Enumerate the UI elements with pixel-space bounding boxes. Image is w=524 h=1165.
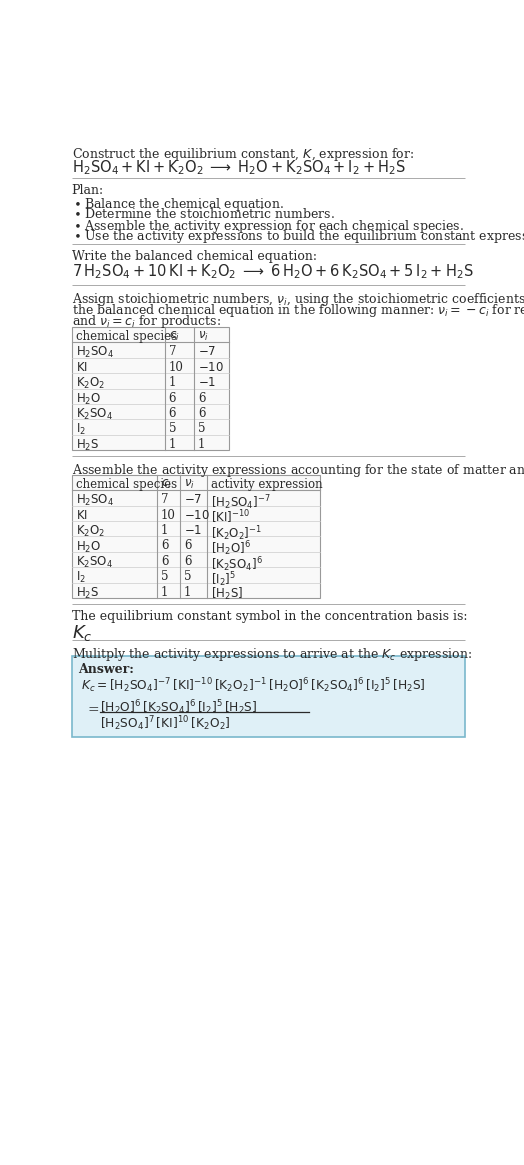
Text: $-1$: $-1$ xyxy=(184,524,202,537)
Text: 5: 5 xyxy=(198,423,205,436)
Text: 6: 6 xyxy=(161,555,168,567)
Text: $\nu_i$: $\nu_i$ xyxy=(198,330,209,343)
Text: $-10$: $-10$ xyxy=(198,361,224,374)
Text: 1: 1 xyxy=(161,524,168,537)
Text: $\mathrm{H_2SO_4}$: $\mathrm{H_2SO_4}$ xyxy=(75,493,114,508)
Text: $\bullet\;$Use the activity expressions to build the equilibrium constant expres: $\bullet\;$Use the activity expressions … xyxy=(73,228,524,246)
Text: $K_c$: $K_c$ xyxy=(72,622,92,643)
Text: 6: 6 xyxy=(184,539,192,552)
Text: $7\,\mathrm{H_2SO_4} + 10\,\mathrm{KI} + \mathrm{K_2O_2}$$\;\longrightarrow\;6\,: $7\,\mathrm{H_2SO_4} + 10\,\mathrm{KI} +… xyxy=(72,262,473,281)
Text: $\mathrm{H_2S}$: $\mathrm{H_2S}$ xyxy=(75,438,99,453)
Text: $K_c = [\mathrm{H_2SO_4}]^{-7}\,[\mathrm{KI}]^{-10}\,[\mathrm{K_2O_2}]^{-1}\,[\m: $K_c = [\mathrm{H_2SO_4}]^{-7}\,[\mathrm… xyxy=(81,677,426,696)
Text: $\mathrm{K_2O_2}$: $\mathrm{K_2O_2}$ xyxy=(75,524,105,539)
Text: $\mathrm{K_2O_2}$: $\mathrm{K_2O_2}$ xyxy=(75,376,105,391)
Text: 10: 10 xyxy=(169,361,183,374)
Text: $-10$: $-10$ xyxy=(184,509,210,522)
Text: $[\mathrm{I_2}]^5$: $[\mathrm{I_2}]^5$ xyxy=(211,570,236,589)
Text: 6: 6 xyxy=(161,539,168,552)
Text: $[\mathrm{K_2SO_4}]^6$: $[\mathrm{K_2SO_4}]^6$ xyxy=(211,555,263,573)
Text: 6: 6 xyxy=(198,391,205,404)
Text: 6: 6 xyxy=(198,407,205,421)
Text: $\bullet\;$Determine the stoichiometric numbers.: $\bullet\;$Determine the stoichiometric … xyxy=(73,207,335,221)
Text: $\mathrm{I_2}$: $\mathrm{I_2}$ xyxy=(75,570,85,585)
Text: $\mathrm{H_2S}$: $\mathrm{H_2S}$ xyxy=(75,586,99,601)
Text: $\mathrm{H_2SO_4}$: $\mathrm{H_2SO_4}$ xyxy=(75,345,114,360)
Text: $-7$: $-7$ xyxy=(184,493,202,507)
Text: and $\nu_i = c_i$ for products:: and $\nu_i = c_i$ for products: xyxy=(72,313,221,330)
Text: Write the balanced chemical equation:: Write the balanced chemical equation: xyxy=(72,250,316,263)
Text: $[\mathrm{H_2O}]^6\,[\mathrm{K_2SO_4}]^6\,[\mathrm{I_2}]^5\,[\mathrm{H_2S}]$: $[\mathrm{H_2O}]^6\,[\mathrm{K_2SO_4}]^6… xyxy=(100,698,257,716)
Text: Plan:: Plan: xyxy=(72,184,104,197)
Bar xyxy=(72,327,229,450)
Text: 7: 7 xyxy=(169,345,176,359)
Text: $[\mathrm{H_2SO_4}]^{-7}$: $[\mathrm{H_2SO_4}]^{-7}$ xyxy=(211,493,271,511)
Text: 5: 5 xyxy=(161,570,168,584)
Text: $[\mathrm{H_2S}]$: $[\mathrm{H_2S}]$ xyxy=(211,586,243,602)
Text: $\mathrm{KI}$: $\mathrm{KI}$ xyxy=(75,509,88,522)
Text: activity expression: activity expression xyxy=(211,478,323,490)
Text: $\mathrm{KI}$: $\mathrm{KI}$ xyxy=(75,361,88,374)
Text: $\bullet\;$Balance the chemical equation.: $\bullet\;$Balance the chemical equation… xyxy=(73,196,285,213)
Text: 1: 1 xyxy=(169,376,176,389)
Text: $\nu_i$: $\nu_i$ xyxy=(184,478,195,490)
Text: 7: 7 xyxy=(161,493,168,507)
Text: $-1$: $-1$ xyxy=(198,376,216,389)
Text: $[\mathrm{H_2SO_4}]^7\,[\mathrm{KI}]^{10}\,[\mathrm{K_2O_2}]$: $[\mathrm{H_2SO_4}]^7\,[\mathrm{KI}]^{10… xyxy=(100,714,230,733)
Text: $[\mathrm{K_2O_2}]^{-1}$: $[\mathrm{K_2O_2}]^{-1}$ xyxy=(211,524,262,543)
Text: $\mathrm{K_2SO_4}$: $\mathrm{K_2SO_4}$ xyxy=(75,407,113,422)
Text: $[\mathrm{KI}]^{-10}$: $[\mathrm{KI}]^{-10}$ xyxy=(211,509,250,527)
Text: 6: 6 xyxy=(184,555,192,567)
Text: Assign stoichiometric numbers, $\nu_i$, using the stoichiometric coefficients, $: Assign stoichiometric numbers, $\nu_i$, … xyxy=(72,291,524,309)
Bar xyxy=(72,475,320,598)
Text: $\mathrm{H_2O}$: $\mathrm{H_2O}$ xyxy=(75,539,101,555)
Text: The equilibrium constant symbol in the concentration basis is:: The equilibrium constant symbol in the c… xyxy=(72,610,467,623)
Text: 5: 5 xyxy=(169,423,176,436)
Text: 6: 6 xyxy=(169,407,176,421)
Text: 5: 5 xyxy=(184,570,192,584)
Text: the balanced chemical equation in the following manner: $\nu_i = -c_i$ for react: the balanced chemical equation in the fo… xyxy=(72,302,524,319)
Text: chemical species: chemical species xyxy=(75,330,177,343)
Text: 6: 6 xyxy=(169,391,176,404)
Text: Answer:: Answer: xyxy=(78,663,134,676)
Text: $\bullet\;$Assemble the activity expression for each chemical species.: $\bullet\;$Assemble the activity express… xyxy=(73,218,464,234)
Text: $c_i$: $c_i$ xyxy=(169,330,179,343)
Text: 1: 1 xyxy=(198,438,205,451)
Text: $[\mathrm{H_2O}]^6$: $[\mathrm{H_2O}]^6$ xyxy=(211,539,251,558)
Text: 1: 1 xyxy=(169,438,176,451)
Text: $\mathrm{K_2SO_4}$: $\mathrm{K_2SO_4}$ xyxy=(75,555,113,570)
Text: chemical species: chemical species xyxy=(75,478,177,490)
Text: $-7$: $-7$ xyxy=(198,345,216,359)
Text: Mulitply the activity expressions to arrive at the $K_c$ expression:: Mulitply the activity expressions to arr… xyxy=(72,645,472,663)
Text: 1: 1 xyxy=(184,586,191,599)
Text: =: = xyxy=(87,704,99,718)
Bar xyxy=(72,656,465,737)
Text: 1: 1 xyxy=(161,586,168,599)
Text: $\mathrm{H_2O}$: $\mathrm{H_2O}$ xyxy=(75,391,101,407)
Text: Construct the equilibrium constant, $K$, expression for:: Construct the equilibrium constant, $K$,… xyxy=(72,146,414,163)
Text: $c_i$: $c_i$ xyxy=(161,478,171,490)
Text: $\mathrm{I_2}$: $\mathrm{I_2}$ xyxy=(75,423,85,438)
Text: 10: 10 xyxy=(161,509,176,522)
Text: Assemble the activity expressions accounting for the state of matter and $\nu_i$: Assemble the activity expressions accoun… xyxy=(72,463,524,480)
Text: $\mathrm{H_2SO_4} + \mathrm{KI} + \mathrm{K_2O_2}$$\;\longrightarrow\;\mathrm{H_: $\mathrm{H_2SO_4} + \mathrm{KI} + \mathr… xyxy=(72,158,406,177)
